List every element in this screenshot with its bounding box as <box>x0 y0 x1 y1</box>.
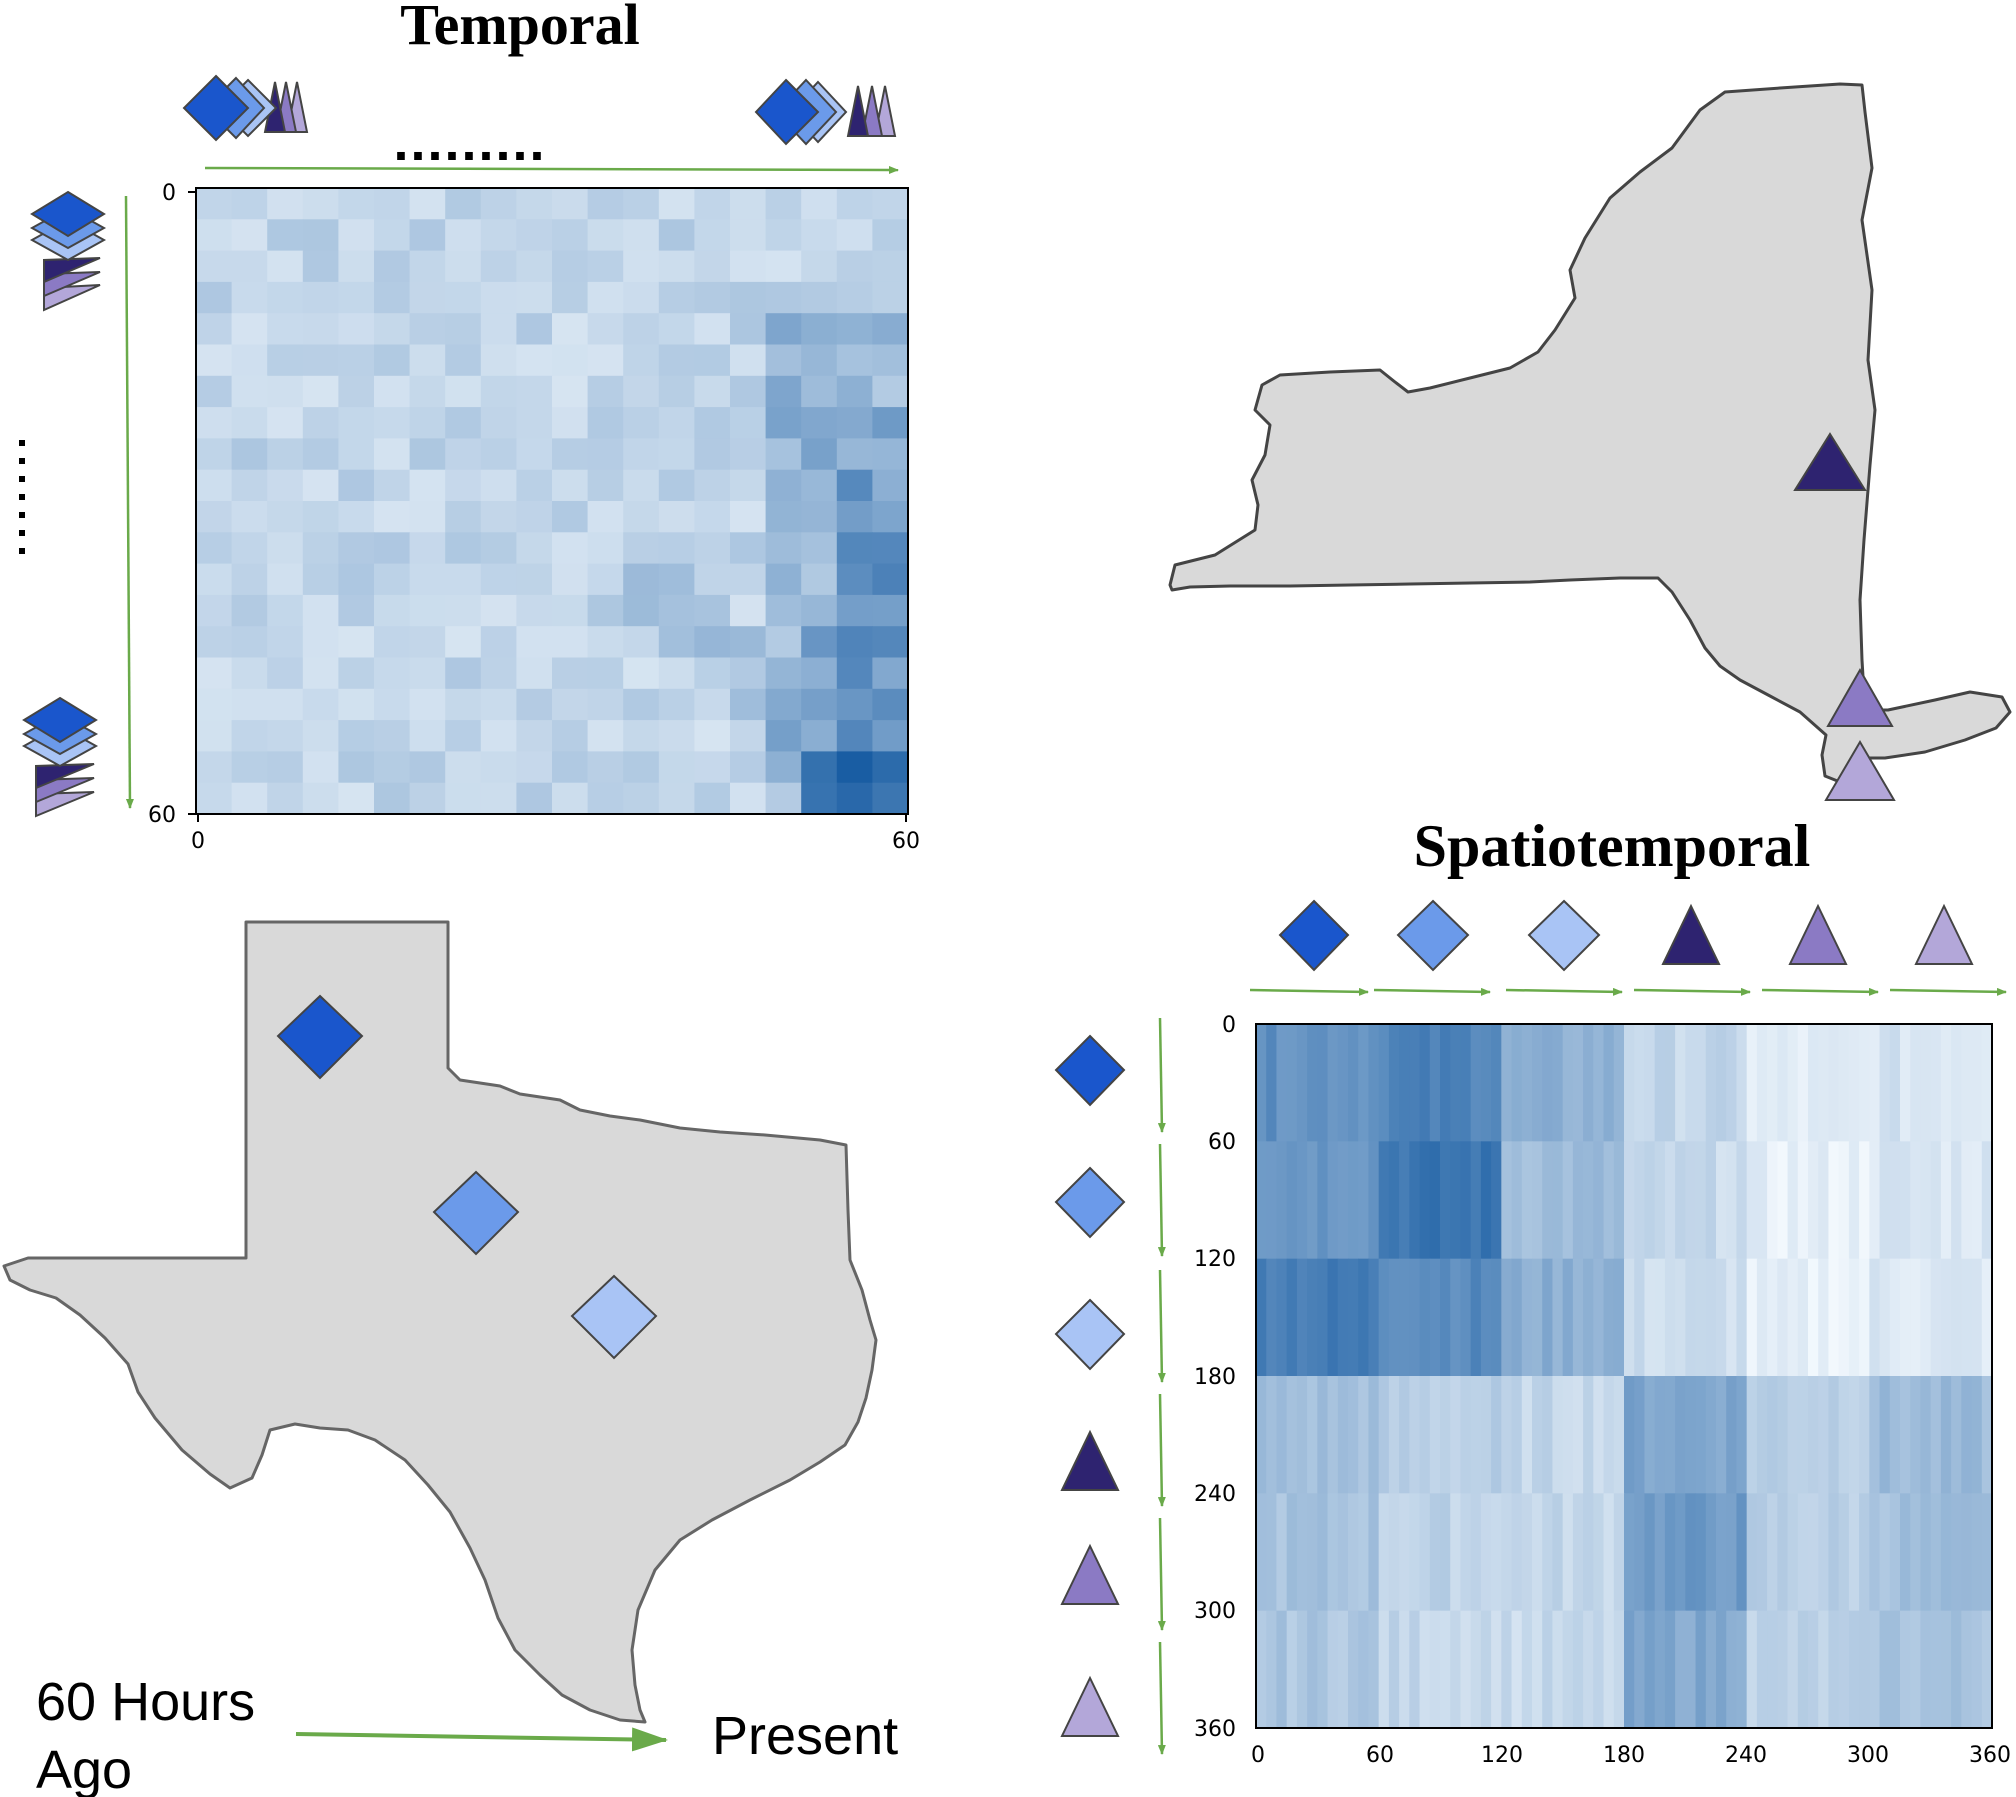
stack-triangle-icon <box>43 271 101 298</box>
st-x-tick-300: 300 <box>1847 1743 1889 1768</box>
spatiotemporal-heatmap-frame <box>1255 1023 1993 1729</box>
st-y-tick-0: 0 <box>1222 1013 1236 1038</box>
stack-triangle-icon <box>35 763 95 790</box>
spatiotemporal-title: Spatiotemporal <box>1414 813 1811 879</box>
stack-triangle-icon <box>35 791 95 818</box>
st-top-ny-1-icon <box>1661 903 1721 965</box>
st-top-texas-2-icon <box>1396 899 1470 972</box>
temporal-left-bottom-stack <box>21 696 99 818</box>
st-y-tick-180: 180 <box>1194 1365 1236 1390</box>
temporal-top-ellipsis: ......... <box>393 112 546 172</box>
texas-map <box>2 920 878 1724</box>
temporal-y-tick-60: 60 <box>148 803 176 828</box>
spatiotemporal-top-icons <box>1278 899 1974 972</box>
stack-triangle-icon <box>35 777 95 804</box>
legend-time-arrow <box>295 1727 668 1752</box>
st-y-tick-300: 300 <box>1194 1599 1236 1624</box>
spatiotemporal-left-icons <box>1054 1034 1126 1737</box>
st-left-ny-1-icon <box>1060 1429 1120 1491</box>
st-y-tick-120: 120 <box>1194 1247 1236 1272</box>
stack-diamond-icon <box>182 74 250 142</box>
temporal-x-tick-0: 0 <box>191 829 205 854</box>
texas-station-2-icon <box>432 1170 520 1256</box>
st-left-ny-3-icon <box>1060 1675 1120 1737</box>
ny-station-2-icon <box>1826 667 1894 727</box>
st-x-tick-240: 240 <box>1725 1743 1767 1768</box>
ny-station-3-icon <box>1824 740 1896 801</box>
spatiotemporal-top-arrows <box>1249 987 2007 996</box>
stack-diamond-icon <box>22 696 98 744</box>
st-left-texas-1-icon <box>1054 1034 1126 1107</box>
st-left-texas-2-icon <box>1054 1166 1126 1239</box>
spatiotemporal-heatmap <box>1256 1024 1993 1729</box>
spatiotemporal-ticks: 0 60 120 180 240 300 360 0 60 120 180 24… <box>1194 1013 2011 1768</box>
stack-triangle-icon <box>860 85 884 137</box>
legend-start-line1: 60 Hours <box>36 1672 255 1732</box>
temporal-x-tick-60: 60 <box>892 829 920 854</box>
texas-station-3-icon <box>570 1274 658 1360</box>
st-x-tick-180: 180 <box>1603 1743 1645 1768</box>
st-x-tick-0: 0 <box>1251 1743 1265 1768</box>
st-x-tick-120: 120 <box>1481 1743 1523 1768</box>
temporal-y-tick-0: 0 <box>162 181 176 206</box>
spatiotemporal-left-arrows <box>1157 1017 1166 1755</box>
st-top-texas-1-icon <box>1278 899 1350 972</box>
stack-diamond-icon <box>754 78 820 146</box>
temporal-left-ellipsis <box>19 440 25 554</box>
legend-end-label: Present <box>712 1706 898 1766</box>
temporal-top-left-stack <box>182 74 309 142</box>
ny-station-1-icon <box>1793 432 1867 491</box>
temporal-top-right-stack <box>754 78 897 146</box>
stack-diamond-icon <box>30 190 106 238</box>
st-y-tick-240: 240 <box>1194 1482 1236 1507</box>
st-top-texas-3-icon <box>1527 899 1601 972</box>
texas-station-1-icon <box>276 994 364 1080</box>
temporal-left-top-stack <box>29 190 107 312</box>
legend-start-line2: Ago <box>36 1740 132 1797</box>
temporal-heatmap-frame <box>195 187 909 815</box>
st-left-ny-2-icon <box>1060 1543 1120 1605</box>
temporal-left-arrow <box>124 195 134 809</box>
temporal-top-arrow <box>204 165 899 174</box>
new-york-map <box>1168 82 2012 784</box>
st-top-ny-2-icon <box>1788 903 1848 965</box>
st-left-texas-3-icon <box>1054 1298 1126 1371</box>
temporal-heatmap <box>196 188 909 815</box>
st-y-tick-360: 360 <box>1194 1717 1236 1742</box>
st-x-tick-60: 60 <box>1366 1743 1394 1768</box>
st-top-ny-3-icon <box>1914 903 1974 965</box>
stack-triangle-icon <box>43 284 101 312</box>
stack-triangle-icon <box>43 257 101 284</box>
st-y-tick-60: 60 <box>1208 1130 1236 1155</box>
temporal-title: Temporal <box>400 0 640 57</box>
st-x-tick-360: 360 <box>1969 1743 2011 1768</box>
stack-triangle-icon <box>846 85 870 137</box>
